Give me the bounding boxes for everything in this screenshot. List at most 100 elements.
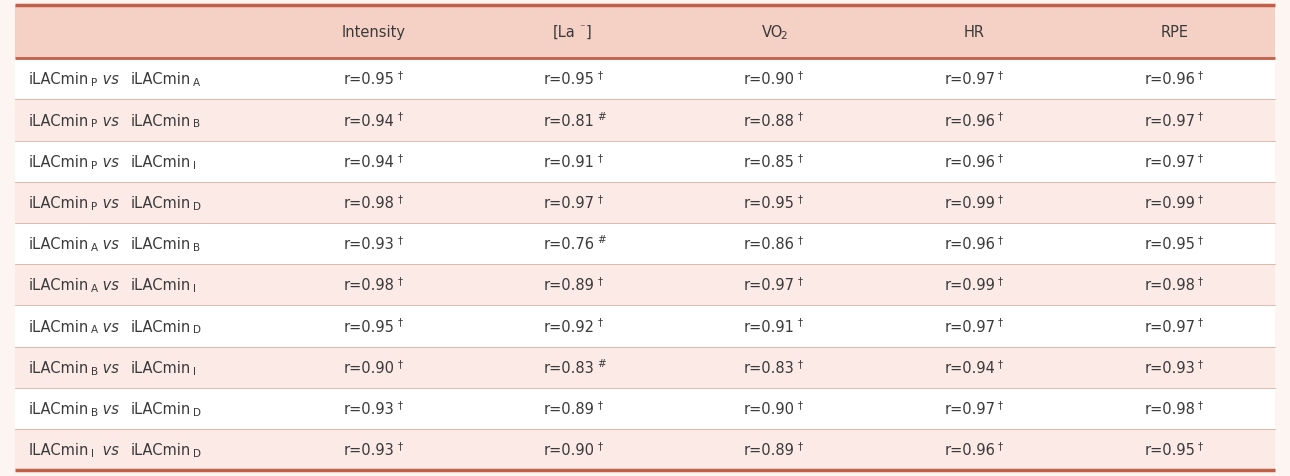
Text: P: P — [92, 160, 97, 170]
Bar — [15, 265, 1275, 306]
Text: r=0.96: r=0.96 — [944, 442, 995, 457]
Text: †: † — [998, 152, 1004, 162]
Text: r=0.98: r=0.98 — [343, 278, 395, 293]
Text: r=0.90: r=0.90 — [343, 360, 395, 375]
Text: †: † — [1198, 317, 1204, 327]
Text: iLACmin: iLACmin — [28, 154, 89, 169]
Text: †: † — [597, 194, 602, 204]
Text: †: † — [597, 276, 602, 286]
Bar — [15, 182, 1275, 224]
Text: P: P — [92, 78, 97, 88]
Text: r=0.95: r=0.95 — [343, 72, 395, 87]
Text: †: † — [797, 111, 802, 121]
Text: †: † — [397, 440, 402, 450]
Text: †: † — [397, 358, 402, 368]
Text: vs: vs — [98, 442, 123, 457]
Text: r=0.94: r=0.94 — [944, 360, 995, 375]
Text: †: † — [797, 276, 802, 286]
Text: †: † — [397, 111, 402, 121]
Text: RPE: RPE — [1161, 25, 1188, 40]
Text: vs: vs — [98, 196, 123, 210]
Text: r=0.90: r=0.90 — [744, 401, 795, 416]
Text: I: I — [92, 448, 94, 458]
Text: †: † — [397, 70, 402, 80]
Text: r=0.97: r=0.97 — [744, 278, 795, 293]
Text: r=0.99: r=0.99 — [944, 278, 995, 293]
Text: †: † — [998, 276, 1004, 286]
Text: r=0.92: r=0.92 — [544, 319, 595, 334]
Text: †: † — [797, 194, 802, 204]
Text: †: † — [797, 70, 802, 80]
Text: r=0.93: r=0.93 — [343, 401, 395, 416]
Text: †: † — [797, 317, 802, 327]
Text: iLACmin: iLACmin — [130, 154, 191, 169]
Text: r=0.93: r=0.93 — [343, 237, 395, 252]
Text: r=0.95: r=0.95 — [1144, 442, 1196, 457]
Bar — [15, 306, 1275, 347]
Text: †: † — [1198, 440, 1204, 450]
Text: r=0.99: r=0.99 — [944, 196, 995, 210]
Text: r=0.83: r=0.83 — [744, 360, 795, 375]
Text: †: † — [1198, 235, 1204, 245]
Text: iLACmin: iLACmin — [130, 401, 191, 416]
Text: †: † — [1198, 276, 1204, 286]
Text: I: I — [194, 284, 196, 294]
Text: HR: HR — [964, 25, 984, 40]
Text: †: † — [1198, 194, 1204, 204]
Text: [La: [La — [552, 25, 575, 40]
Text: r=0.88: r=0.88 — [744, 113, 795, 129]
Text: †: † — [998, 70, 1004, 80]
Text: †: † — [797, 440, 802, 450]
Text: iLACmin: iLACmin — [28, 319, 89, 334]
Text: Intensity: Intensity — [342, 25, 405, 40]
Text: D: D — [194, 325, 201, 335]
Text: VO: VO — [762, 25, 783, 40]
Text: r=0.93: r=0.93 — [1144, 360, 1195, 375]
Text: iLACmin: iLACmin — [130, 278, 191, 293]
Text: iLACmin: iLACmin — [130, 442, 191, 457]
Text: A: A — [92, 284, 98, 294]
Text: iLACmin: iLACmin — [130, 237, 191, 252]
Text: iLACmin: iLACmin — [130, 360, 191, 375]
Text: r=0.98: r=0.98 — [343, 196, 395, 210]
Text: iLACmin: iLACmin — [130, 319, 191, 334]
Text: #: # — [597, 235, 606, 245]
Text: r=0.76: r=0.76 — [544, 237, 595, 252]
Text: †: † — [998, 317, 1004, 327]
Text: r=0.91: r=0.91 — [544, 154, 595, 169]
Bar — [15, 224, 1275, 265]
Text: B: B — [92, 366, 98, 376]
Text: r=0.90: r=0.90 — [744, 72, 795, 87]
Text: iLACmin: iLACmin — [28, 237, 89, 252]
Text: iLACmin: iLACmin — [28, 113, 89, 129]
Text: r=0.96: r=0.96 — [944, 154, 995, 169]
Text: vs: vs — [98, 113, 123, 129]
Text: r=0.94: r=0.94 — [343, 113, 395, 129]
Text: †: † — [397, 235, 402, 245]
Text: †: † — [797, 152, 802, 162]
Text: I: I — [194, 160, 196, 170]
Text: r=0.97: r=0.97 — [544, 196, 595, 210]
Text: #: # — [597, 111, 606, 121]
Text: r=0.97: r=0.97 — [1144, 319, 1196, 334]
Text: †: † — [397, 399, 402, 409]
Bar — [15, 141, 1275, 182]
Bar — [15, 429, 1275, 470]
Text: vs: vs — [98, 237, 123, 252]
Text: †: † — [397, 317, 402, 327]
Text: †: † — [1198, 399, 1204, 409]
Text: r=0.90: r=0.90 — [544, 442, 595, 457]
Text: †: † — [397, 276, 402, 286]
Text: r=0.89: r=0.89 — [544, 401, 595, 416]
Text: iLACmin: iLACmin — [28, 360, 89, 375]
Text: †: † — [1198, 70, 1204, 80]
Text: D: D — [194, 448, 201, 458]
Text: r=0.98: r=0.98 — [1144, 401, 1196, 416]
Text: r=0.96: r=0.96 — [944, 237, 995, 252]
Text: vs: vs — [98, 401, 123, 416]
Text: r=0.89: r=0.89 — [744, 442, 795, 457]
Text: r=0.83: r=0.83 — [544, 360, 595, 375]
Text: r=0.97: r=0.97 — [944, 401, 995, 416]
Text: iLACmin: iLACmin — [130, 113, 191, 129]
Text: iLACmin: iLACmin — [28, 401, 89, 416]
